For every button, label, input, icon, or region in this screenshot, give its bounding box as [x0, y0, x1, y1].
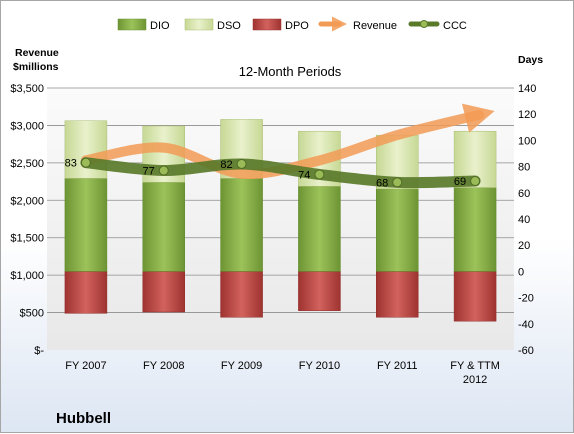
right-tick-label: 100 — [518, 135, 536, 147]
right-tick-label: 0 — [518, 266, 524, 278]
legend-swatch-dio — [117, 18, 147, 31]
left-axis-title-line2: $millions — [13, 61, 59, 73]
ccc-point — [80, 157, 91, 168]
category-label: FY 2009 — [221, 360, 262, 372]
left-tick-label: $500 — [20, 308, 44, 320]
category-label: FY 2007 — [65, 360, 106, 372]
right-tick-label: 140 — [518, 83, 536, 95]
bar-dpo — [142, 271, 185, 313]
chart-subtitle: 12-Month Periods — [239, 64, 342, 79]
ccc-point — [314, 169, 325, 180]
ccc-data-label: 68 — [376, 177, 388, 189]
right-tick-label: -60 — [518, 345, 534, 357]
left-tick-label: $1,500 — [10, 233, 44, 245]
legend-label-dso: DSO — [217, 20, 241, 32]
left-tick-label: $2,500 — [10, 158, 44, 170]
ccc-data-label: 74 — [298, 169, 310, 181]
ccc-data-label: 69 — [454, 176, 466, 188]
right-tick-label: -20 — [518, 293, 534, 305]
right-tick-label: 20 — [518, 240, 530, 252]
bar-dio — [298, 186, 341, 272]
bar-dpo — [220, 271, 263, 318]
bar-dio — [142, 182, 185, 272]
category-label: FY & TTM — [450, 360, 500, 372]
legend-label-ccc: CCC — [443, 20, 467, 32]
plot-area — [47, 88, 514, 350]
ccc-point — [392, 177, 403, 188]
legend-swatch-dso — [184, 18, 214, 31]
legend-label-dio: DIO — [150, 20, 170, 32]
category-label: FY 2011 — [377, 360, 418, 372]
category-labels: FY 2007 FY 2008 FY 2009 FY 2010 FY 2011 FY & … — [65, 360, 500, 386]
left-tick-label: $1,000 — [10, 270, 44, 282]
ccc-data-label: 77 — [143, 166, 155, 178]
bar-dpo — [376, 271, 419, 318]
ccc-line — [80, 157, 481, 189]
left-tick-label: $2,000 — [10, 195, 44, 207]
right-tick-label: 60 — [518, 188, 530, 200]
ccc-point — [158, 165, 169, 176]
company-name: Hubbell — [56, 410, 111, 427]
right-tick-label: -40 — [518, 319, 534, 331]
bar-dpo — [64, 271, 108, 314]
legend-label-dpo: DPO — [285, 20, 309, 32]
ccc-point — [470, 176, 481, 187]
ccc-series: 83 77 82 74 68 69 — [65, 157, 481, 189]
right-tick-label: 120 — [518, 109, 536, 121]
bar-dpo — [453, 271, 497, 322]
bar-dio — [376, 188, 419, 272]
bar-dio — [453, 187, 497, 272]
legend-label-revenue: Revenue — [353, 20, 397, 32]
right-axis-ticks: -60 -40 -20 0 20 40 60 80 100 120 140 — [518, 83, 536, 357]
ccc-point — [236, 158, 247, 169]
gridlines — [47, 87, 514, 313]
legend: DIO DSO DPO Revenue CCC — [117, 16, 467, 32]
category-label: 2012 — [463, 374, 487, 386]
left-tick-label: $3,500 — [10, 83, 44, 95]
ccc-data-label: 82 — [220, 159, 232, 171]
bar-dio — [64, 178, 108, 272]
bar-dpo — [298, 271, 341, 311]
right-axis-title: Days — [518, 54, 543, 66]
category-label: FY 2010 — [299, 360, 340, 372]
right-tick-label: 80 — [518, 162, 530, 174]
ccc-data-label: 83 — [65, 158, 77, 170]
legend-marker-ccc — [420, 20, 428, 28]
bar-dio — [220, 178, 263, 272]
legend-swatch-dpo — [252, 18, 282, 31]
left-tick-label: $- — [34, 345, 44, 357]
left-tick-label: $3,000 — [10, 120, 44, 132]
left-axis-title-line1: Revenue — [15, 47, 59, 59]
category-label: FY 2008 — [143, 360, 184, 372]
left-axis-ticks: $- $500 $1,000 $1,500 $2,000 $2,500 $3,000 $3,5… — [10, 83, 44, 357]
right-tick-label: 40 — [518, 214, 530, 226]
